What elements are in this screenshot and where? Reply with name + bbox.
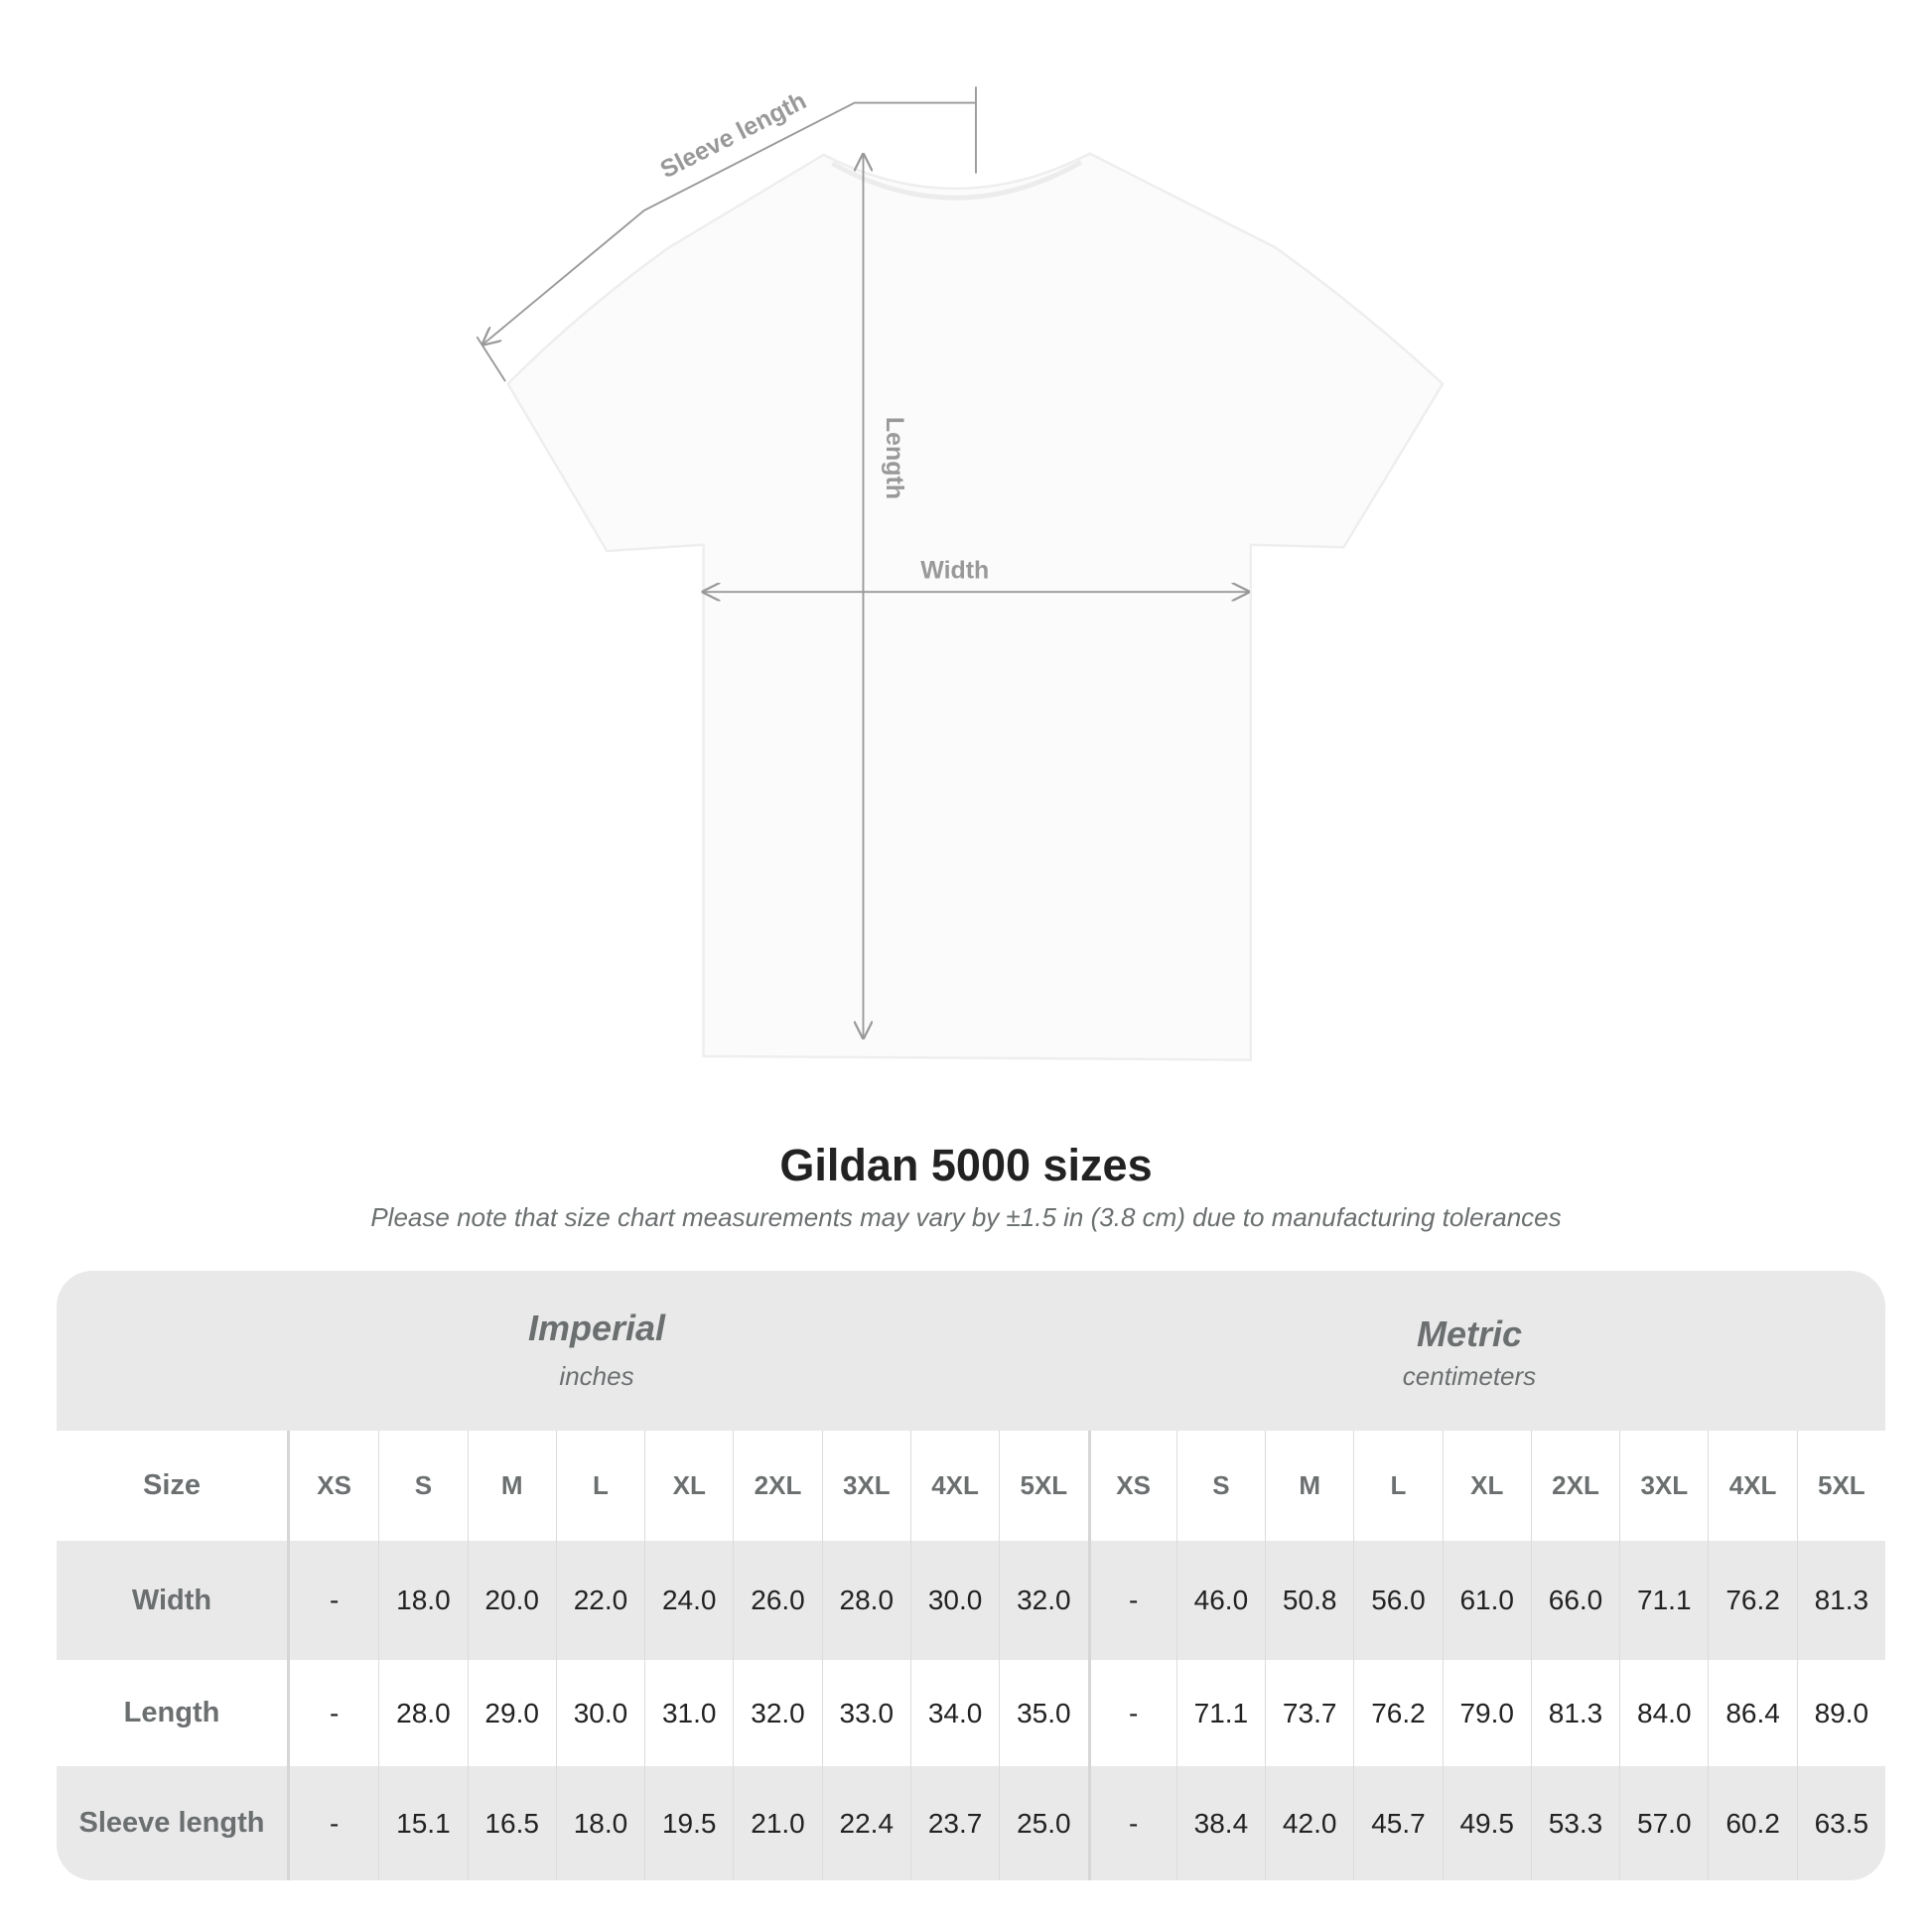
length-label: Length [881, 417, 908, 499]
table-cell: 61.0 [1442, 1541, 1531, 1660]
table-cell: 50.8 [1265, 1541, 1353, 1660]
size-header-cell: 4XL [909, 1431, 999, 1541]
table-cell: 23.7 [909, 1766, 999, 1880]
table-cell: 66.0 [1530, 1541, 1619, 1660]
table-cell: 45.7 [1353, 1766, 1442, 1880]
table-cell: 63.5 [1796, 1766, 1885, 1880]
width-label: Width [920, 556, 989, 584]
sleeve-length-row: Sleeve length - 15.1 16.5 18.0 19.5 21.0 22.4 23… [57, 1766, 1885, 1880]
table-cell: - [329, 1585, 340, 1615]
table-cell: 73.7 [1265, 1660, 1353, 1766]
table-cell: 86.4 [1708, 1660, 1796, 1766]
table-cell: 76.2 [1708, 1541, 1796, 1660]
size-header-cell: M [467, 1431, 556, 1541]
size-header-cell: L [1353, 1431, 1442, 1541]
table-cell: 60.2 [1708, 1766, 1796, 1880]
imperial-header: Imperial inches [398, 1308, 795, 1392]
table-cell: 16.5 [467, 1766, 556, 1880]
table-cell: - [1087, 1766, 1176, 1880]
sleeve-length-label: Sleeve length [656, 86, 811, 184]
size-header-cell: 4XL [1708, 1431, 1796, 1541]
size-header-cell: M [1265, 1431, 1353, 1541]
size-header-cell: 2XL [1530, 1431, 1619, 1541]
table-cell: - [329, 1697, 340, 1728]
table-cell: 26.0 [733, 1541, 821, 1660]
size-header-cell: XS [317, 1470, 351, 1500]
table-header: Imperial inches Metric centimeters [57, 1271, 1885, 1431]
table-cell: 30.0 [909, 1541, 999, 1660]
table-cell: 25.0 [999, 1766, 1087, 1880]
table-cell: 81.3 [1796, 1541, 1885, 1660]
imperial-unit: inches [559, 1361, 634, 1391]
table-cell: - [1087, 1660, 1176, 1766]
metric-unit: centimeters [1402, 1361, 1537, 1391]
table-cell: 19.5 [644, 1766, 733, 1880]
row-label: Width [57, 1541, 290, 1660]
table-cell: - [1087, 1541, 1176, 1660]
row-label: Sleeve length [57, 1766, 290, 1880]
table-cell: 33.0 [821, 1660, 910, 1766]
tshirt-diagram: Sleeve length Length Width [476, 86, 1445, 1061]
table-cell: 18.0 [555, 1766, 644, 1880]
table-cell: 49.5 [1442, 1766, 1531, 1880]
table-cell: 42.0 [1265, 1766, 1353, 1880]
size-row: Size XS S M L XL 2XL 3XL 4XL 5XL XS S M L XL 2XL 3XL 4XL 5… [57, 1431, 1885, 1541]
table-cell: 22.0 [555, 1541, 644, 1660]
table-cell: 38.4 [1175, 1766, 1265, 1880]
table-cell: 32.0 [733, 1660, 821, 1766]
size-header-cell: S [378, 1431, 467, 1541]
table-cell: 46.0 [1175, 1541, 1265, 1660]
tshirt-shape [505, 152, 1445, 1061]
metric-title: Metric [1416, 1313, 1523, 1354]
size-header-cell: 3XL [1619, 1431, 1708, 1541]
metric-header: Metric centimeters [1271, 1313, 1668, 1392]
sleeve-length-annotation [476, 86, 977, 382]
imperial-title: Imperial [527, 1308, 666, 1348]
width-row: Width -18.0 20.0 22.0 24.0 26.0 28.0 30.0 32.0-4… [57, 1541, 1885, 1660]
size-header-cell: XL [644, 1431, 733, 1541]
table-cell: 18.0 [378, 1541, 467, 1660]
table-cell: 31.0 [644, 1660, 733, 1766]
size-header-cell: 5XL [1796, 1431, 1885, 1541]
table-cell: 89.0 [1796, 1660, 1885, 1766]
size-header-cell: XL [1442, 1431, 1531, 1541]
length-row: Length -28.0 29.0 30.0 31.0 32.0 33.0 34.0 35.0-… [57, 1660, 1885, 1766]
table-cell: 15.1 [378, 1766, 467, 1880]
tolerance-note: Please note that size chart measurements… [370, 1202, 1562, 1232]
size-table: Imperial inches Metric centimeters Size X… [57, 1271, 1885, 1880]
size-header-cell: 5XL [999, 1431, 1087, 1541]
table-cell: 21.0 [733, 1766, 821, 1880]
table-cell: 53.3 [1530, 1766, 1619, 1880]
table-cell: 24.0 [644, 1541, 733, 1660]
table-cell: 71.1 [1175, 1660, 1265, 1766]
table-cell: 20.0 [467, 1541, 556, 1660]
table-cell: 28.0 [378, 1660, 467, 1766]
table-cell: 81.3 [1530, 1660, 1619, 1766]
table-cell: - [329, 1807, 340, 1839]
table-cell: 32.0 [999, 1541, 1087, 1660]
row-label: Size [57, 1431, 290, 1541]
table-cell: 22.4 [821, 1766, 910, 1880]
table-cell: 79.0 [1442, 1660, 1531, 1766]
size-header-cell: S [1175, 1431, 1265, 1541]
size-header-cell: XS [1087, 1431, 1176, 1541]
size-header-cell: L [555, 1431, 644, 1541]
table-cell: 56.0 [1353, 1541, 1442, 1660]
table-cell: 84.0 [1619, 1660, 1708, 1766]
row-label: Length [57, 1660, 290, 1766]
table-cell: 28.0 [821, 1541, 910, 1660]
size-header-cell: 3XL [821, 1431, 910, 1541]
table-cell: 71.1 [1619, 1541, 1708, 1660]
page-title: Gildan 5000 sizes [779, 1140, 1153, 1190]
table-cell: 35.0 [999, 1660, 1087, 1766]
table-cell: 34.0 [909, 1660, 999, 1766]
table-cell: 76.2 [1353, 1660, 1442, 1766]
size-header-cell: 2XL [733, 1431, 821, 1541]
table-cell: 30.0 [555, 1660, 644, 1766]
table-cell: 29.0 [467, 1660, 556, 1766]
table-cell: 57.0 [1619, 1766, 1708, 1880]
